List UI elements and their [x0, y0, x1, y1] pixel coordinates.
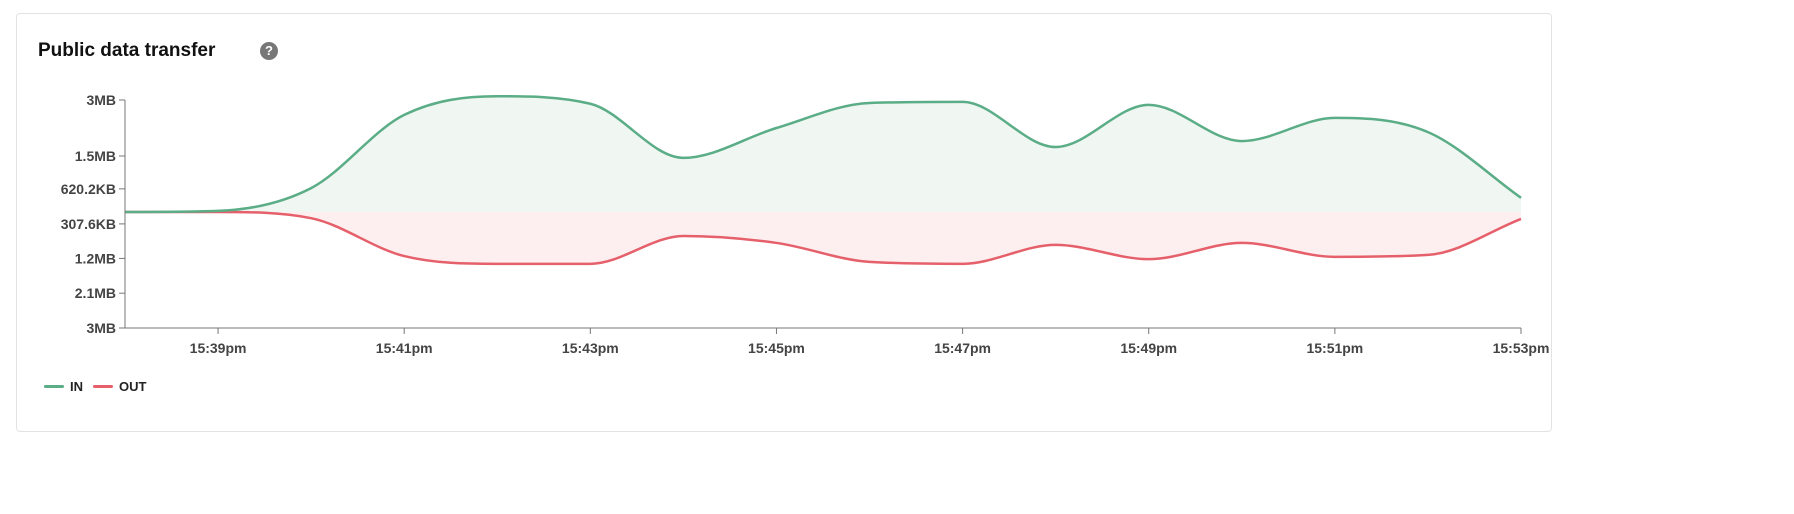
legend: IN OUT [44, 379, 146, 394]
y-tick-label: 2.1MB [75, 285, 116, 301]
legend-label-in: IN [70, 379, 83, 394]
legend-item-in[interactable]: IN [44, 379, 83, 394]
legend-swatch-in [44, 385, 64, 388]
chart-title: Public data transfer [38, 40, 216, 61]
legend-swatch-out [93, 385, 113, 388]
x-tick-label: 15:39pm [190, 340, 247, 356]
x-tick-label: 15:53pm [1493, 340, 1550, 356]
x-tick-label: 15:49pm [1120, 340, 1177, 356]
x-tick-label: 15:43pm [562, 340, 619, 356]
y-tick-label: 3MB [86, 320, 116, 336]
y-tick-label: 307.6KB [61, 216, 116, 232]
legend-label-out: OUT [119, 379, 147, 394]
y-tick-label: 620.2KB [61, 181, 116, 197]
y-tick-label: 3MB [86, 92, 116, 108]
y-tick-label: 1.5MB [75, 148, 116, 164]
x-tick-label: 15:41pm [376, 340, 433, 356]
y-tick-label: 1.2MB [75, 250, 116, 266]
legend-item-out[interactable]: OUT [93, 379, 146, 394]
x-tick-label: 15:51pm [1306, 340, 1363, 356]
series-line-out [125, 210, 1522, 266]
area-in [125, 96, 1521, 212]
area-out [125, 212, 1521, 264]
question-circle-icon[interactable]: ? [260, 42, 278, 60]
x-tick-label: 15:47pm [934, 340, 991, 356]
x-tick-label: 15:45pm [748, 340, 805, 356]
series-line-in [124, 95, 1522, 214]
